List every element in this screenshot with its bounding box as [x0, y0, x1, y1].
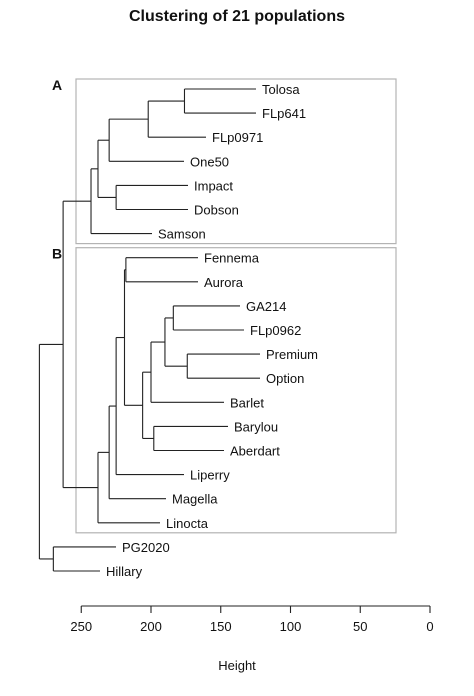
leaf-label-pg2020: PG2020 — [122, 540, 170, 555]
x-tick-label: 100 — [280, 619, 302, 634]
leaf-label-hillary: Hillary — [106, 564, 143, 579]
leaf-label-barylou: Barylou — [234, 419, 278, 434]
x-tick-label: 200 — [140, 619, 162, 634]
cluster-box-a — [75, 78, 397, 245]
leaf-label-linocta: Linocta — [166, 516, 209, 531]
cluster-box-b — [75, 247, 397, 534]
chart-title: Clustering of 21 populations — [128, 8, 345, 25]
leaf-label-liperry: Liperry — [190, 468, 230, 483]
leaf-label-aurora: Aurora — [204, 275, 244, 290]
leaf-label-one50: One50 — [190, 154, 229, 169]
leaf-label-option: Option — [266, 371, 304, 386]
x-axis-label: Height — [218, 658, 256, 673]
leaf-label-impact: Impact — [194, 178, 233, 193]
leaf-label-flp641: FLp641 — [262, 106, 306, 121]
leaf-label-samson: Samson — [158, 227, 206, 242]
leaf-label-tolosa: Tolosa — [262, 82, 300, 97]
leaf-label-aberdart: Aberdart — [230, 444, 280, 459]
x-tick-label: 250 — [70, 619, 92, 634]
leaf-label-dobson: Dobson — [194, 203, 239, 218]
leaf-label-premium: Premium — [266, 347, 318, 362]
x-tick-label: 50 — [353, 619, 367, 634]
x-tick-label: 150 — [210, 619, 232, 634]
leaf-label-ga214: GA214 — [246, 299, 286, 314]
x-tick-label: 0 — [426, 619, 433, 634]
cluster-label-a: A — [52, 77, 62, 93]
leaf-label-flp0971: FLp0971 — [212, 130, 263, 145]
leaf-label-magella: Magella — [172, 492, 218, 507]
leaf-label-fennema: Fennema — [204, 251, 260, 266]
leaf-label-barlet: Barlet — [230, 395, 264, 410]
cluster-label-b: B — [52, 246, 62, 262]
leaf-label-flp0962: FLp0962 — [250, 323, 301, 338]
